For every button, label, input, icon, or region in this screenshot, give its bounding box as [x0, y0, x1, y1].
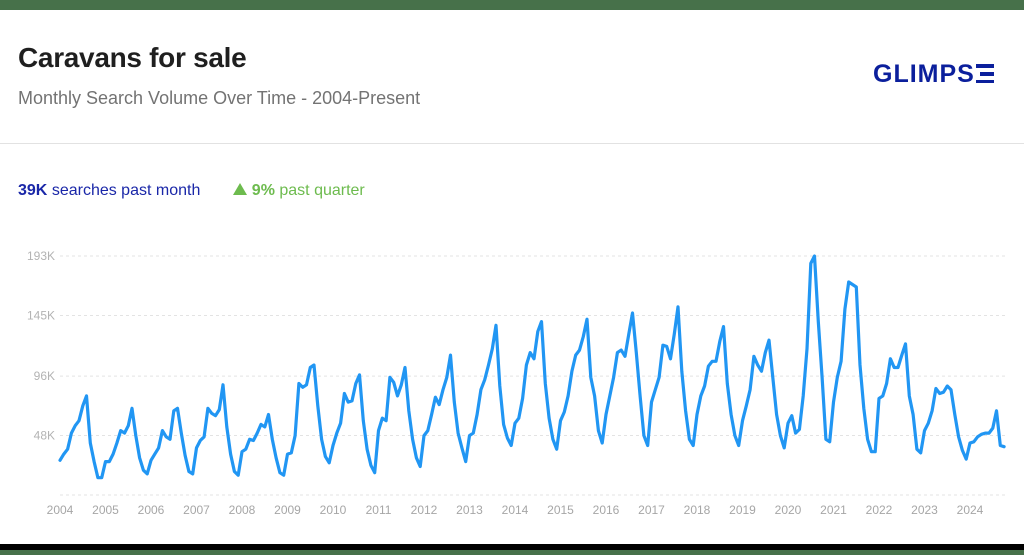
- x-tick-label: 2024: [957, 503, 984, 517]
- y-tick-label: 48K: [34, 429, 55, 443]
- glimpse-logo: GLIMPS: [873, 60, 994, 89]
- change-stat: 9% past quarter: [232, 182, 365, 199]
- page-subtitle: Monthly Search Volume Over Time - 2004-P…: [18, 88, 421, 108]
- y-axis-labels: 48K 96K 145K 193K: [27, 249, 55, 443]
- x-tick-label: 2023: [911, 503, 938, 517]
- volume-value: 39K: [18, 182, 48, 199]
- x-tick-label: 2019: [729, 503, 756, 517]
- x-tick-label: 2017: [638, 503, 665, 517]
- logo-text: GLIMPS: [873, 60, 975, 88]
- y-tick-label: 193K: [27, 249, 55, 263]
- x-tick-label: 2022: [866, 503, 893, 517]
- stats-row: 39K searches past month 9% past quarter: [18, 182, 365, 200]
- x-tick-label: 2012: [411, 503, 438, 517]
- change-value: 9%: [251, 182, 275, 199]
- x-tick-label: 2007: [183, 503, 210, 517]
- y-tick-label: 145K: [27, 308, 55, 322]
- x-tick-label: 2015: [547, 503, 574, 517]
- x-tick-label: 2018: [684, 503, 711, 517]
- volume-stat: 39K searches past month: [18, 182, 205, 199]
- x-tick-label: 2009: [274, 503, 301, 517]
- x-tick-label: 2013: [456, 503, 483, 517]
- x-tick-label: 2016: [593, 503, 620, 517]
- up-triangle-icon: [232, 183, 247, 195]
- top-frame-bar: [0, 0, 1024, 10]
- x-axis-labels: 2004 2005 2006 2007 2008 2009 2010 2011 2012 2013…: [47, 503, 984, 517]
- x-tick-label: 2011: [366, 503, 392, 517]
- x-tick-label: 2008: [229, 503, 256, 517]
- chart-gridlines: [60, 255, 1005, 496]
- x-tick-label: 2005: [92, 503, 119, 517]
- x-tick-label: 2006: [138, 503, 165, 517]
- logo-e-glyph-icon: [975, 64, 994, 83]
- x-tick-label: 2010: [320, 503, 347, 517]
- page-title: Caravans for sale: [18, 42, 247, 73]
- header-divider: [0, 143, 1024, 144]
- bottom-frame-black: [0, 544, 1024, 550]
- x-tick-label: 2021: [820, 503, 847, 517]
- x-tick-label: 2020: [775, 503, 802, 517]
- y-tick-label: 96K: [34, 369, 55, 383]
- x-tick-label: 2014: [502, 503, 529, 517]
- x-tick-label: 2004: [47, 503, 74, 517]
- change-label: past quarter: [279, 182, 365, 199]
- bottom-frame-green: [0, 550, 1024, 555]
- search-volume-line: [58, 254, 1006, 480]
- volume-label: searches past month: [51, 182, 201, 199]
